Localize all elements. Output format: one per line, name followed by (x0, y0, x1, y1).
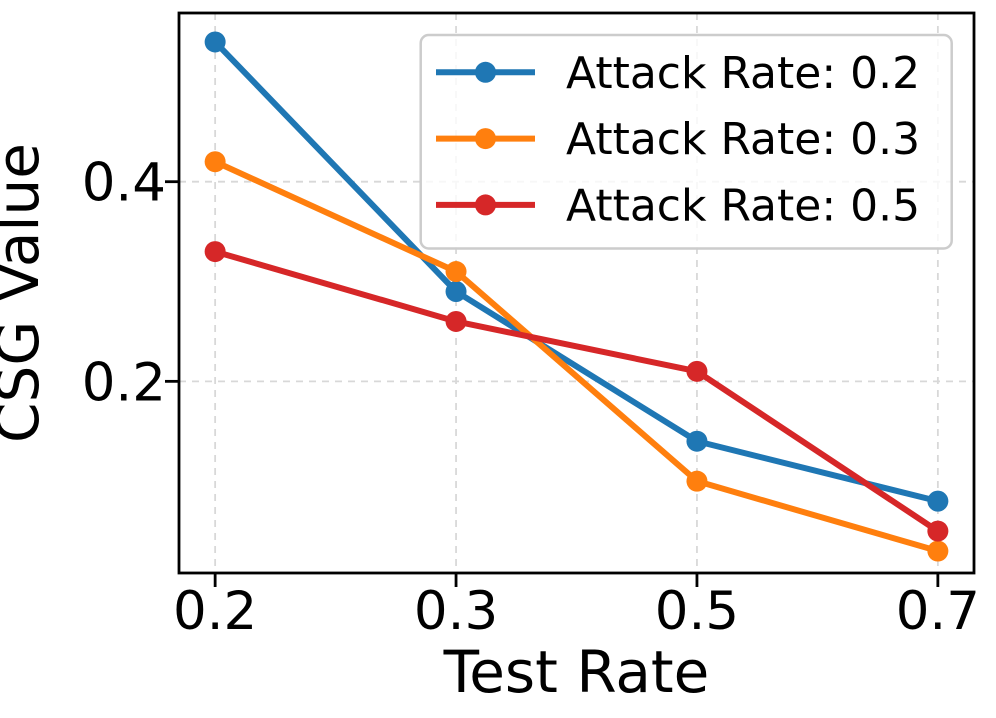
series-attack-rate-0.2 (204, 31, 949, 512)
legend-label-attack-rate-0.5: Attack Rate: 0.5 (566, 180, 920, 231)
legend-entry-attack-rate-0.5: Attack Rate: 0.5 (436, 180, 920, 231)
x-tick-label-0.5: 0.5 (655, 581, 739, 642)
data-point-attack-rate-0.2-x0.7 (927, 490, 949, 512)
x-tick-label-0.3: 0.3 (414, 581, 498, 642)
axis-ticks: 0.2 0.3 0.5 0.7 0.2 0.4 (82, 153, 980, 642)
series-attack-rate-0.3 (204, 151, 949, 562)
y-axis-label: CSG Value (0, 143, 52, 443)
legend-marker-attack-rate-0.5 (475, 194, 496, 216)
legend-label-attack-rate-0.3: Attack Rate: 0.3 (566, 114, 920, 165)
series-line-attack-rate-0.3 (213, 159, 939, 554)
plot-border (177, 11, 976, 575)
legend-label-attack-rate-0.2: Attack Rate: 0.2 (566, 48, 920, 99)
series-line-attack-rate-0.5 (214, 248, 940, 534)
data-point-attack-rate-0.3-x0.5 (686, 470, 708, 492)
legend-marker-attack-rate-0.2 (475, 61, 496, 83)
data-point-attack-rate-0.5-x0.7 (927, 520, 949, 542)
data-point-attack-rate-0.2-x0.5 (686, 430, 708, 452)
x-tick-label-0.7: 0.7 (896, 581, 980, 642)
legend-entry-attack-rate-0.2: Attack Rate: 0.2 (436, 48, 920, 99)
data-point-attack-rate-0.2-x0.2 (204, 31, 226, 53)
data-point-attack-rate-0.3-x0.3 (445, 261, 467, 283)
data-point-attack-rate-0.5-x0.5 (686, 360, 708, 382)
x-tick-label-0.2: 0.2 (173, 581, 257, 642)
data-point-attack-rate-0.5-x0.3 (445, 310, 467, 332)
y-tick-label-0.2: 0.2 (82, 352, 166, 413)
data-point-attack-rate-0.5-x0.2 (204, 241, 226, 263)
series-attack-rate-0.5 (204, 241, 949, 542)
data-point-attack-rate-0.2-x0.3 (445, 281, 467, 303)
x-axis-label: Test Rate (443, 638, 710, 706)
legend: Attack Rate: 0.2 Attack Rate: 0.3 Attack R… (419, 33, 953, 250)
y-tick-label-0.4: 0.4 (82, 153, 166, 214)
series-line-attack-rate-0.2 (212, 39, 939, 505)
legend-marker-attack-rate-0.3 (475, 128, 496, 150)
data-point-attack-rate-0.3-x0.7 (927, 540, 949, 562)
legend-box (419, 33, 953, 250)
legend-entry-attack-rate-0.3: Attack Rate: 0.3 (436, 114, 920, 165)
data-point-attack-rate-0.3-x0.2 (204, 151, 226, 173)
